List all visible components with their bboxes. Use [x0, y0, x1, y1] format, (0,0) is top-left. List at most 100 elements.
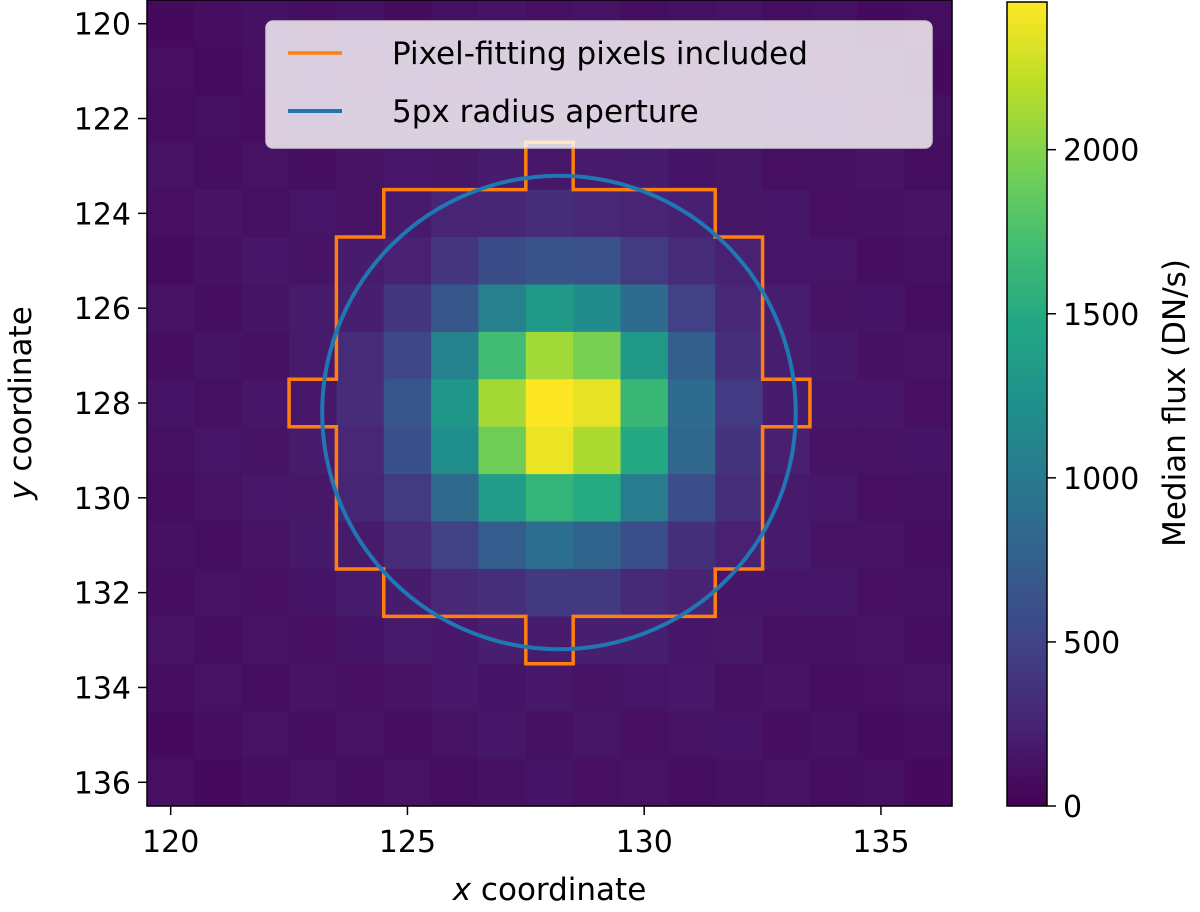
- y-tick-label: 134: [74, 671, 131, 706]
- heatmap-cell: [478, 379, 527, 428]
- heatmap-cell: [809, 284, 858, 333]
- aperture-circle: [320, 173, 798, 652]
- heatmap-cell: [573, 284, 622, 333]
- heatmap-cell: [857, 758, 906, 807]
- heatmap-cell: [667, 758, 716, 807]
- heatmap-cell: [620, 474, 669, 523]
- heatmap-cell: [525, 379, 574, 428]
- heatmap-cell: [525, 142, 574, 191]
- heatmap-cell: [573, 758, 622, 807]
- heatmap-cell: [478, 189, 527, 238]
- heatmap-cell: [478, 663, 527, 712]
- heatmap-cell: [762, 379, 811, 428]
- y-tick-label: 130: [74, 482, 131, 517]
- heatmap-cell: [573, 663, 622, 712]
- heatmap-cell: [289, 616, 338, 665]
- heatmap-cell: [478, 616, 527, 665]
- colorbar-tick-label: 2000: [1063, 134, 1139, 169]
- heatmap-cell: [857, 521, 906, 570]
- heatmap-cell: [857, 711, 906, 760]
- heatmap-cell: [289, 474, 338, 523]
- heatmap-cell: [620, 426, 669, 475]
- heatmap-cell: [289, 189, 338, 238]
- heatmap-cell: [904, 711, 953, 760]
- heatmap-cell: [194, 189, 243, 238]
- heatmap-cell: [667, 663, 716, 712]
- heatmap-cell: [762, 758, 811, 807]
- heatmap-cell: [241, 426, 290, 475]
- heatmap-cell: [762, 616, 811, 665]
- heatmap-cell: [194, 616, 243, 665]
- heatmap-cell: [336, 758, 385, 807]
- heatmap-cell: [904, 142, 953, 191]
- x-tick-label: 120: [142, 825, 199, 860]
- heatmap-cell: [525, 758, 574, 807]
- heatmap-cell: [431, 237, 480, 286]
- heatmap-cell: [336, 331, 385, 380]
- heatmap-cell: [525, 663, 574, 712]
- heatmap-cell: [289, 379, 338, 428]
- y-axis-ticks: 120 122 124 126 128 130 132 134 136: [74, 8, 147, 801]
- heatmap-cell: [573, 237, 622, 286]
- colorbar-tick-label: 0: [1063, 790, 1082, 825]
- heatmap-cell: [620, 237, 669, 286]
- heatmap-cell: [904, 616, 953, 665]
- heatmap-cell: [857, 568, 906, 617]
- heatmap-cell: [809, 331, 858, 380]
- heatmap-cell: [478, 758, 527, 807]
- heatmap-cell: [147, 142, 195, 191]
- heatmap-cell: [620, 663, 669, 712]
- heatmap-cell: [431, 758, 480, 807]
- heatmap-cell: [573, 711, 622, 760]
- y-tick-label: 120: [74, 8, 131, 43]
- heatmap-cell: [857, 331, 906, 380]
- heatmap-cell: [383, 521, 432, 570]
- x-tick-label: 130: [616, 825, 673, 860]
- heatmap-cell: [147, 711, 195, 760]
- heatmap-cell: [431, 521, 480, 570]
- heatmap-cell: [147, 0, 195, 49]
- heatmap-cell: [809, 663, 858, 712]
- heatmap-cell: [431, 379, 480, 428]
- heatmap-cell: [573, 521, 622, 570]
- heatmap-cell: [715, 189, 764, 238]
- heatmap-cell: [715, 284, 764, 333]
- heatmap-cell: [525, 237, 574, 286]
- heatmap-cell: [431, 142, 480, 191]
- heatmap-cell: [809, 616, 858, 665]
- heatmap-cell: [857, 379, 906, 428]
- heatmap-cell: [620, 284, 669, 333]
- heatmap-cell: [194, 568, 243, 617]
- heatmap-cell: [289, 284, 338, 333]
- heatmap-cell: [147, 379, 195, 428]
- heatmap-cell: [431, 426, 480, 475]
- heatmap-cell: [762, 711, 811, 760]
- heatmap-cell: [289, 568, 338, 617]
- heatmap-cell: [904, 189, 953, 238]
- heatmap-cell: [194, 47, 243, 96]
- x-axis-ticks: 120 125 130 135: [142, 806, 910, 860]
- heatmap-cell: [147, 94, 195, 143]
- heatmap-cell: [809, 237, 858, 286]
- heatmap-cell: [194, 758, 243, 807]
- heatmap-cell: [857, 237, 906, 286]
- heatmap-cell: [194, 474, 243, 523]
- heatmap-cell: [383, 711, 432, 760]
- heatmap-cell: [904, 474, 953, 523]
- heatmap-cell: [667, 616, 716, 665]
- heatmap-cell: [904, 331, 953, 380]
- heatmap-cell: [573, 331, 622, 380]
- x-tick-label: 125: [379, 825, 436, 860]
- heatmap-cell: [857, 284, 906, 333]
- heatmap-cell: [715, 474, 764, 523]
- heatmap-cell: [431, 568, 480, 617]
- y-tick-label: 128: [74, 387, 131, 422]
- y-axis-label: y coordinate: [3, 306, 39, 501]
- heatmap-cell: [383, 474, 432, 523]
- heatmap-cell: [525, 331, 574, 380]
- heatmap-cell: [241, 758, 290, 807]
- heatmap-cell: [336, 426, 385, 475]
- heatmap-cell: [241, 568, 290, 617]
- heatmap-cell: [762, 237, 811, 286]
- heatmap-cell: [809, 189, 858, 238]
